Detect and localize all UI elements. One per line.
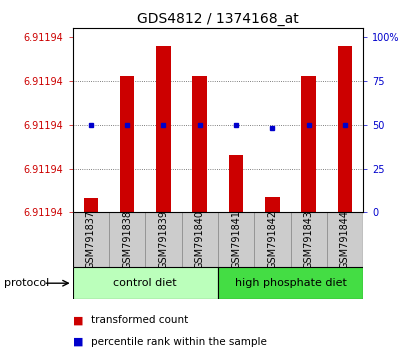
Text: protocol: protocol [4,278,49,288]
Bar [193,76,207,212]
Bar [218,267,363,299]
Text: high phosphate diet: high phosphate diet [234,278,347,288]
Text: GSM791837: GSM791837 [86,210,96,269]
Text: GSM791840: GSM791840 [195,210,205,269]
Bar [156,46,171,212]
Bar [83,198,98,212]
Bar [327,212,363,267]
Bar [229,155,243,212]
Bar [109,212,145,267]
Text: control diet: control diet [113,278,177,288]
Bar [145,212,181,267]
Text: GSM791841: GSM791841 [231,210,241,269]
Text: GSM791842: GSM791842 [267,210,277,269]
Bar [73,212,109,267]
Text: ■: ■ [73,315,83,325]
Title: GDS4812 / 1374168_at: GDS4812 / 1374168_at [137,12,299,26]
Bar [181,212,218,267]
Bar [338,46,352,212]
Text: GSM791839: GSM791839 [159,210,168,269]
Text: percentile rank within the sample: percentile rank within the sample [91,337,267,347]
Text: GSM791844: GSM791844 [340,210,350,269]
Text: GSM791843: GSM791843 [304,210,314,269]
Bar [290,212,327,267]
Bar [218,212,254,267]
Bar [254,212,290,267]
Bar [301,76,316,212]
Text: GSM791838: GSM791838 [122,210,132,269]
Bar [73,267,218,299]
Bar [265,196,280,212]
Bar [120,76,134,212]
Text: ■: ■ [73,337,83,347]
Text: transformed count: transformed count [91,315,188,325]
